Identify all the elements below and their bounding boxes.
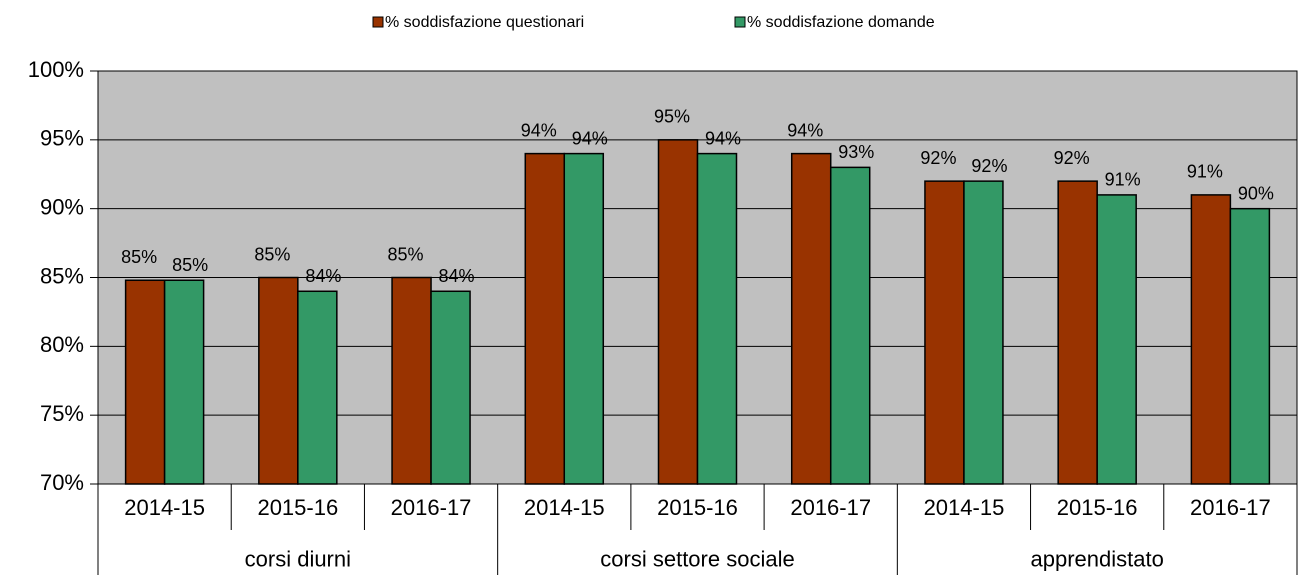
data-label: 91% [1187, 162, 1223, 182]
data-label: 90% [1238, 183, 1274, 203]
y-tick-label: 85% [40, 263, 84, 288]
data-label: 92% [1054, 148, 1090, 168]
bar [924, 180, 965, 485]
bar [1190, 194, 1232, 485]
x-tick-label: 2014-15 [524, 495, 605, 520]
y-tick-label: 100% [28, 57, 84, 82]
bar [563, 152, 605, 485]
bar [1057, 180, 1098, 485]
data-label: 94% [521, 120, 557, 140]
x-tick-label: 2014-15 [924, 495, 1005, 520]
data-label: 85% [254, 244, 290, 264]
y-tick-label: 75% [40, 401, 84, 426]
bar [163, 279, 205, 485]
bar [524, 152, 566, 485]
y-tick-label: 80% [40, 332, 84, 357]
data-label: 91% [1105, 170, 1141, 190]
bar [790, 152, 832, 485]
bar [124, 279, 166, 485]
bar [1096, 194, 1137, 485]
data-label: 85% [172, 255, 208, 275]
bar [430, 290, 471, 485]
x-tick-label: 2014-15 [124, 495, 205, 520]
x-tick-label: 2016-17 [790, 495, 871, 520]
bar [657, 139, 699, 485]
legend-swatch [372, 16, 384, 28]
data-label: 84% [305, 266, 341, 286]
group-label: corsi diurni [245, 546, 351, 571]
bar [963, 180, 1004, 485]
x-tick-label: 2015-16 [657, 495, 738, 520]
bar [391, 276, 432, 485]
group-label: corsi settore sociale [600, 546, 794, 571]
bar [297, 290, 338, 485]
x-tick-label: 2016-17 [1190, 495, 1271, 520]
legend-swatch [734, 16, 746, 28]
data-label: 94% [787, 120, 823, 140]
data-label: 94% [572, 128, 608, 148]
data-label: 93% [838, 142, 874, 162]
data-label: 85% [121, 247, 157, 267]
data-label: 92% [971, 156, 1007, 176]
bar [829, 166, 871, 485]
legend-label: % soddisfazione domande [747, 14, 935, 31]
y-tick-label: 70% [40, 470, 84, 495]
data-label: 95% [654, 107, 690, 127]
data-label: 85% [388, 244, 424, 264]
data-label: 92% [920, 148, 956, 168]
bar [1229, 207, 1271, 485]
x-tick-label: 2015-16 [1057, 495, 1138, 520]
x-tick-label: 2016-17 [391, 495, 472, 520]
data-label: 84% [439, 266, 475, 286]
data-label: 94% [705, 128, 741, 148]
y-tick-label: 95% [40, 126, 84, 151]
legend-label: % soddisfazione questionari [385, 14, 584, 31]
x-tick-label: 2015-16 [257, 495, 338, 520]
bar [258, 276, 299, 485]
group-label: apprendistato [1031, 546, 1164, 571]
bar [696, 152, 738, 485]
y-tick-label: 90% [40, 194, 84, 219]
